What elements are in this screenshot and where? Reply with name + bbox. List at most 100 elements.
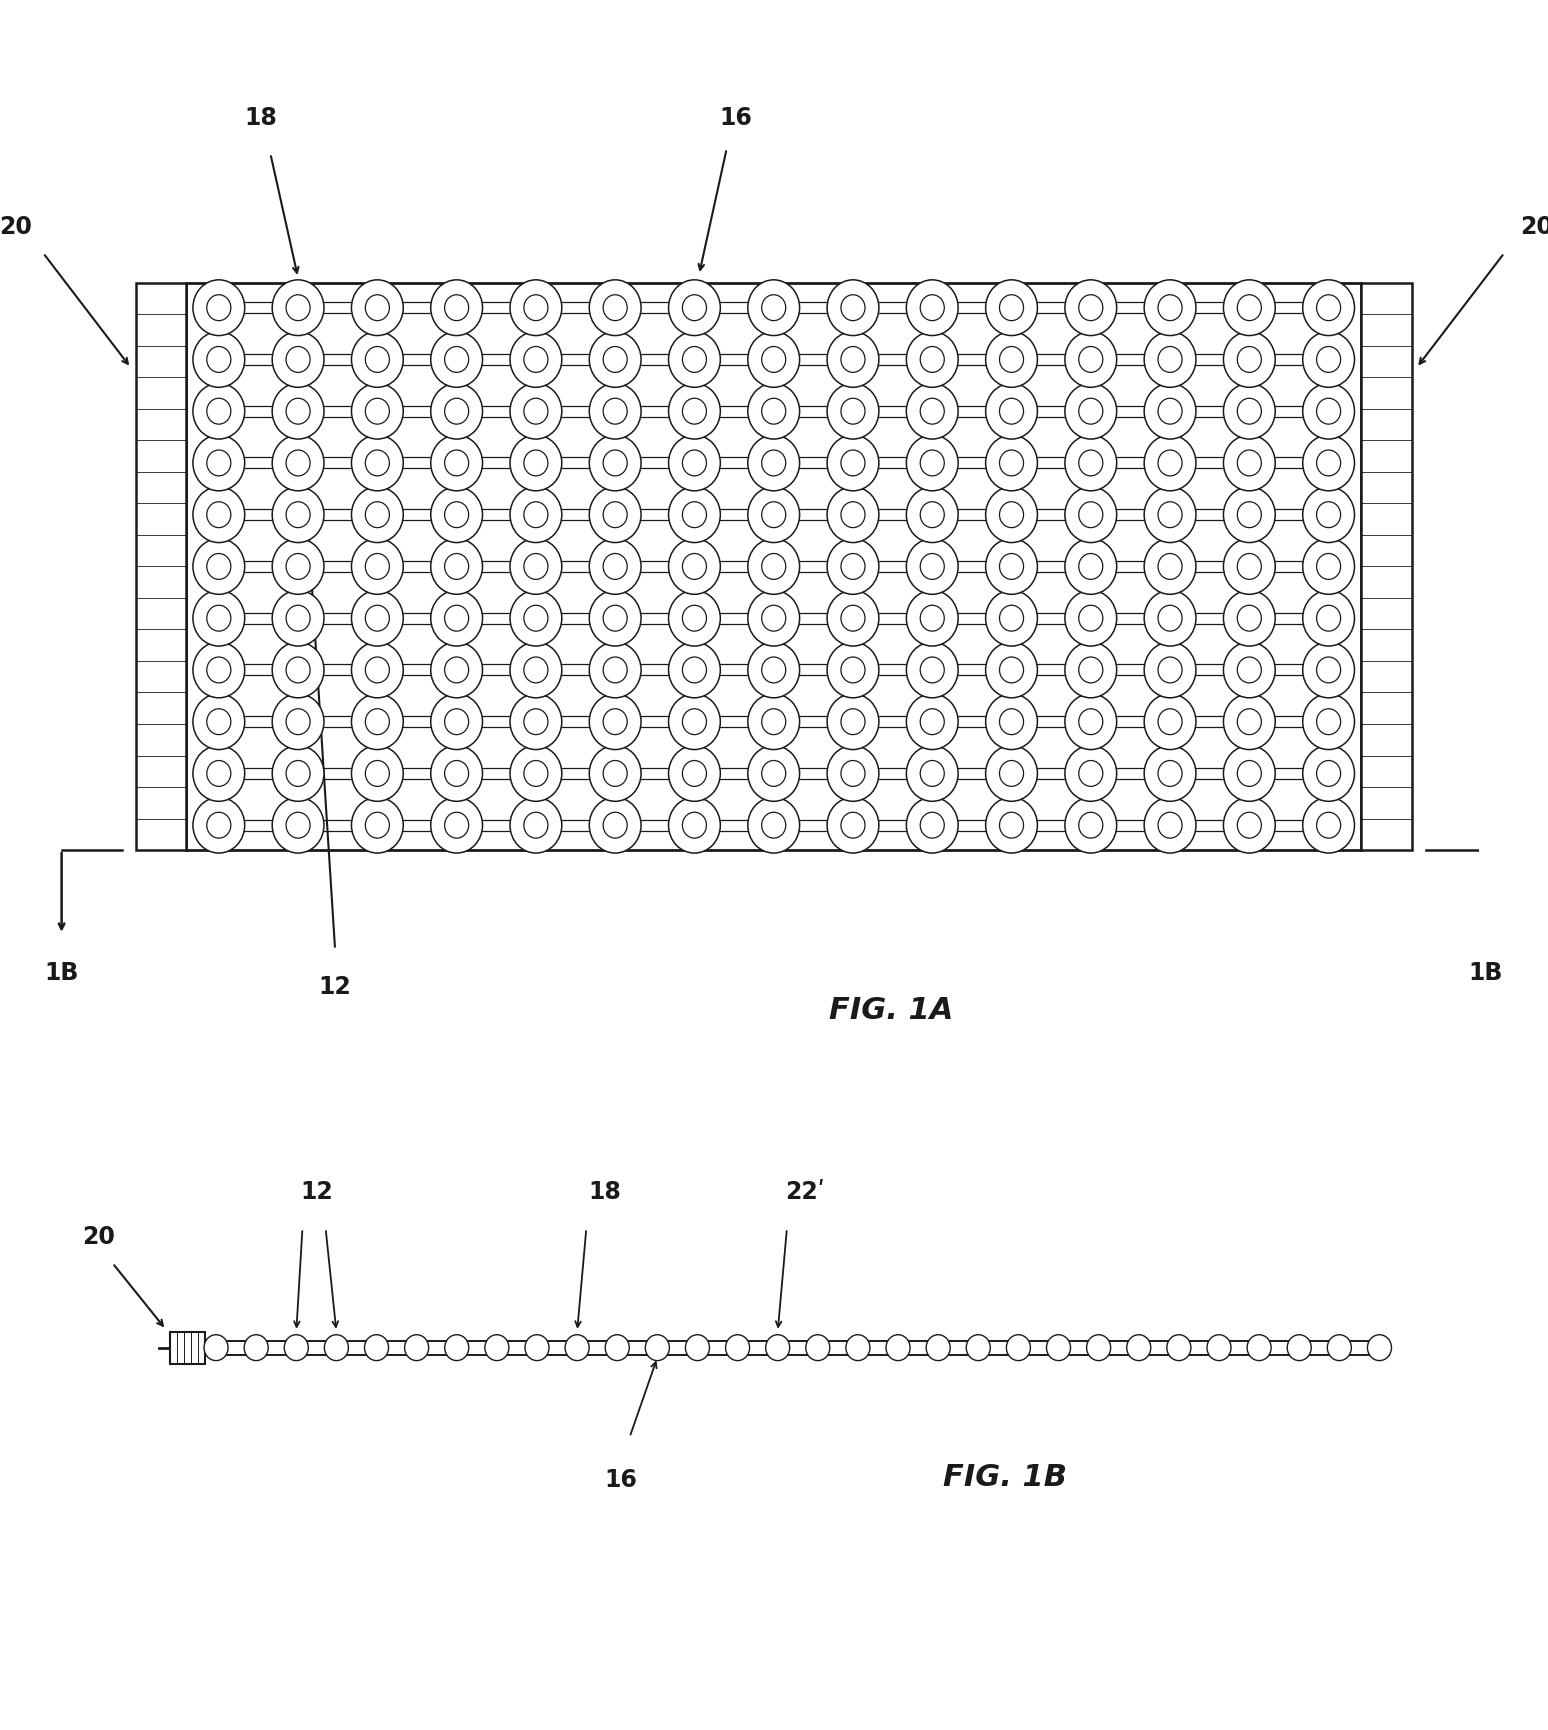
Circle shape: [920, 502, 944, 528]
Circle shape: [920, 606, 944, 631]
Circle shape: [1237, 502, 1262, 528]
Circle shape: [1158, 657, 1183, 683]
Circle shape: [509, 798, 562, 853]
Circle shape: [726, 1336, 749, 1362]
Circle shape: [509, 488, 562, 543]
Circle shape: [1158, 606, 1183, 631]
Circle shape: [1158, 813, 1183, 839]
Circle shape: [365, 606, 390, 631]
Circle shape: [1317, 400, 1341, 426]
Circle shape: [523, 554, 548, 580]
Circle shape: [762, 606, 786, 631]
Circle shape: [351, 746, 404, 801]
Circle shape: [194, 644, 245, 699]
Circle shape: [525, 1336, 550, 1362]
Circle shape: [444, 1336, 469, 1362]
Circle shape: [762, 761, 786, 787]
Circle shape: [207, 709, 231, 735]
Circle shape: [748, 644, 800, 699]
Circle shape: [1144, 280, 1197, 336]
Circle shape: [748, 332, 800, 388]
Circle shape: [907, 540, 958, 595]
Circle shape: [1303, 540, 1354, 595]
Circle shape: [907, 488, 958, 543]
Circle shape: [590, 644, 641, 699]
Circle shape: [920, 709, 944, 735]
Circle shape: [351, 694, 404, 751]
Circle shape: [1000, 709, 1023, 735]
Circle shape: [669, 280, 720, 336]
Circle shape: [1065, 436, 1116, 491]
Circle shape: [845, 1336, 870, 1362]
Circle shape: [1000, 606, 1023, 631]
Circle shape: [1158, 348, 1183, 374]
Circle shape: [430, 798, 483, 853]
Circle shape: [604, 348, 627, 374]
Circle shape: [907, 332, 958, 388]
Circle shape: [827, 332, 879, 388]
Circle shape: [1079, 348, 1102, 374]
Circle shape: [590, 798, 641, 853]
Circle shape: [1144, 644, 1197, 699]
Circle shape: [1303, 436, 1354, 491]
Circle shape: [1303, 488, 1354, 543]
Circle shape: [1303, 384, 1354, 439]
Circle shape: [841, 761, 865, 787]
Circle shape: [986, 798, 1037, 853]
Circle shape: [1065, 488, 1116, 543]
Circle shape: [604, 606, 627, 631]
Circle shape: [1144, 694, 1197, 751]
Circle shape: [1000, 813, 1023, 839]
Circle shape: [986, 436, 1037, 491]
Circle shape: [885, 1336, 910, 1362]
Circle shape: [351, 540, 404, 595]
Circle shape: [286, 657, 310, 683]
Circle shape: [604, 761, 627, 787]
Circle shape: [194, 746, 245, 801]
Circle shape: [683, 657, 706, 683]
Circle shape: [1223, 540, 1276, 595]
Circle shape: [1288, 1336, 1311, 1362]
Circle shape: [1065, 592, 1116, 647]
Circle shape: [207, 761, 231, 787]
Circle shape: [841, 813, 865, 839]
Circle shape: [646, 1336, 669, 1362]
Circle shape: [430, 746, 483, 801]
Circle shape: [272, 644, 324, 699]
Circle shape: [204, 1336, 228, 1362]
Circle shape: [272, 384, 324, 439]
Circle shape: [986, 694, 1037, 751]
Circle shape: [683, 709, 706, 735]
Circle shape: [430, 384, 483, 439]
Circle shape: [1223, 280, 1276, 336]
Circle shape: [827, 644, 879, 699]
Circle shape: [827, 798, 879, 853]
Circle shape: [286, 761, 310, 787]
Circle shape: [286, 554, 310, 580]
Circle shape: [683, 502, 706, 528]
Circle shape: [841, 400, 865, 426]
Circle shape: [907, 436, 958, 491]
Circle shape: [430, 332, 483, 388]
Circle shape: [907, 280, 958, 336]
Circle shape: [245, 1336, 268, 1362]
Circle shape: [325, 1336, 348, 1362]
Circle shape: [523, 400, 548, 426]
Circle shape: [272, 280, 324, 336]
Circle shape: [1087, 1336, 1110, 1362]
Circle shape: [1079, 400, 1102, 426]
Circle shape: [194, 436, 245, 491]
Circle shape: [590, 592, 641, 647]
Circle shape: [669, 746, 720, 801]
Circle shape: [669, 694, 720, 751]
Text: 1B: 1B: [1469, 960, 1503, 984]
Circle shape: [762, 348, 786, 374]
Circle shape: [1079, 296, 1102, 322]
Circle shape: [365, 554, 390, 580]
Circle shape: [365, 502, 390, 528]
Circle shape: [827, 694, 879, 751]
Circle shape: [604, 296, 627, 322]
Circle shape: [683, 400, 706, 426]
Circle shape: [1223, 694, 1276, 751]
Circle shape: [827, 746, 879, 801]
